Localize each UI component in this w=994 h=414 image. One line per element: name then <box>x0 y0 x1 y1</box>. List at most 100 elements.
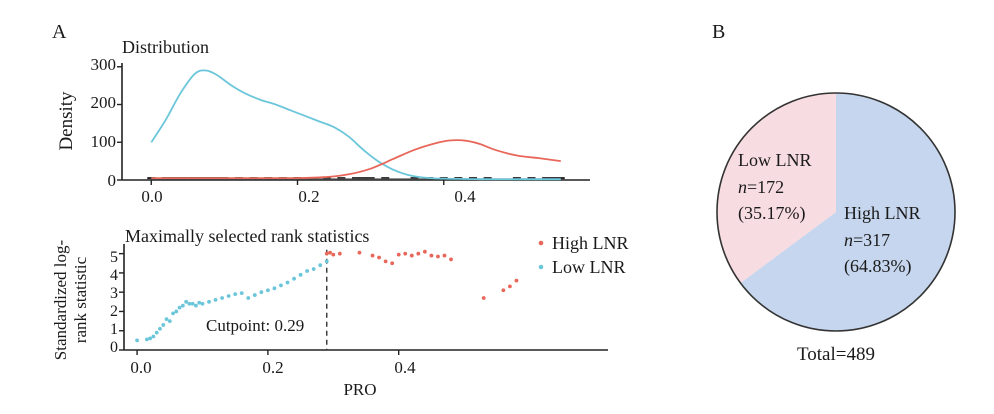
density-x-tick-label: 0.0 <box>141 187 162 206</box>
pie-total-label: Total=489 <box>797 344 875 365</box>
density-y-tick-label: 200 <box>91 93 117 112</box>
high-lnr-point <box>507 284 512 289</box>
density-ylabel: Density <box>56 91 77 151</box>
high-lnr-point <box>403 251 408 256</box>
low-lnr-point <box>207 299 211 304</box>
low-lnr-point <box>148 336 153 341</box>
low-lnr-point <box>311 267 316 271</box>
low-lnr-point <box>151 334 156 339</box>
low-lnr-point <box>246 296 251 300</box>
high-lnr-point <box>390 261 395 266</box>
high-lnr-point <box>416 251 421 256</box>
pie-chart <box>716 92 956 332</box>
low-lnr-point <box>190 301 195 306</box>
density-title: Distribution <box>122 37 209 57</box>
low-lnr-point <box>292 276 296 281</box>
high-lnr-point <box>337 251 342 256</box>
legend-swatch-low <box>538 264 544 270</box>
density-curve-high <box>151 139 561 180</box>
high-lnr-point <box>377 255 381 260</box>
pie-slice-high <box>740 93 956 331</box>
rank-stat-ylabel-line2: rank statistic <box>71 256 90 343</box>
high-lnr-point <box>409 253 414 258</box>
rank-stat-y-tick-label: 5 <box>110 249 118 266</box>
high-lnr-point <box>481 296 486 300</box>
pie-count-high-value: =317 <box>853 230 890 250</box>
rank-stat-panel: Maximally selected rank statistics Stand… <box>51 226 629 399</box>
low-lnr-point <box>180 303 185 308</box>
rank-stat-y-ticks: 0 1 2 3 4 5 <box>110 249 118 356</box>
low-lnr-point <box>171 311 175 316</box>
low-lnr-point <box>239 291 244 296</box>
rank-stat-x-ticks: 0.0 0.2 0.4 <box>130 358 416 377</box>
low-lnr-point <box>187 301 192 306</box>
rank-stat-x-tick-label: 0.2 <box>262 358 283 377</box>
legend-label-high: High LNR <box>552 233 629 253</box>
low-lnr-point <box>298 272 303 277</box>
low-lnr-point <box>177 305 182 310</box>
pie-slice-low <box>717 93 836 283</box>
high-lnr-point <box>324 251 329 256</box>
low-lnr-point <box>265 288 270 293</box>
high-lnr-point <box>383 259 388 264</box>
pie-percent-high: (64.83%) <box>844 256 911 277</box>
high-lnr-point <box>436 254 440 259</box>
low-lnr-point <box>200 301 205 306</box>
low-lnr-point <box>259 290 264 295</box>
rank-stat-x-tick-label: 0.4 <box>394 358 416 377</box>
low-lnr-point <box>184 299 189 304</box>
density-x-tick-label: 0.2 <box>298 187 319 206</box>
low-lnr-point <box>158 326 162 331</box>
high-lnr-point <box>370 253 375 258</box>
panel-label-a: A <box>52 21 67 43</box>
low-lnr-point <box>197 300 202 305</box>
density-x-tick-label: 0.4 <box>454 187 476 206</box>
density-y-tick-label: 0 <box>108 171 117 190</box>
rank-stat-y-tick-label: 2 <box>110 303 118 320</box>
low-lnr-point <box>305 269 310 273</box>
density-x-ticks: 0.0 0.2 0.4 <box>141 187 476 206</box>
low-lnr-point <box>272 286 277 291</box>
low-lnr-point <box>161 323 166 327</box>
pie-panel: Low LNR n=172 (35.17%) High LNR n =317 (6… <box>716 92 956 365</box>
high-lnr-point <box>422 249 427 254</box>
low-lnr-point <box>233 292 238 297</box>
legend: High LNR Low LNR <box>538 233 629 277</box>
high-lnr-point <box>396 252 401 257</box>
low-lnr-point <box>226 294 231 298</box>
low-lnr-point <box>154 330 159 335</box>
low-lnr-point <box>324 259 329 264</box>
density-panel: Distribution Density 0 100 200 300 0.0 0… <box>56 37 590 206</box>
low-lnr-point <box>318 263 323 268</box>
panel-label-b: B <box>712 21 725 43</box>
high-lnr-point <box>429 253 434 258</box>
high-lnr-point <box>514 278 519 283</box>
high-lnr-point <box>449 257 453 262</box>
legend-swatch-high <box>538 240 544 246</box>
rank-stat-x-tick-label: 0.0 <box>130 358 151 377</box>
high-lnr-point <box>328 250 332 255</box>
pie-count-low-prefix: n <box>738 177 747 197</box>
rank-stat-ylabel-line1: Standardized log- <box>51 239 70 360</box>
legend-label-low: Low LNR <box>552 257 626 277</box>
rank-stat-y-tick-label: 3 <box>110 285 118 302</box>
pie-label-high: High LNR <box>844 203 921 223</box>
low-lnr-point <box>279 283 283 288</box>
rank-stat-y-tick-label: 4 <box>110 267 118 284</box>
low-lnr-point <box>167 319 172 323</box>
high-lnr-point <box>357 250 362 255</box>
density-y-tick-label: 100 <box>91 132 117 151</box>
rank-stat-plot-area <box>119 249 519 355</box>
density-plot-area <box>117 66 565 185</box>
pie-percent-low: (35.17%) <box>738 203 805 224</box>
rank-stat-title: Maximally selected rank statistics <box>125 226 369 246</box>
rank-stat-xlabel: PRO <box>343 380 376 399</box>
pie-label-low: Low LNR <box>738 150 812 170</box>
low-lnr-point <box>285 280 290 285</box>
low-lnr-point <box>220 296 225 300</box>
low-lnr-point <box>194 303 198 308</box>
low-lnr-point <box>213 297 218 302</box>
pie-count-low: n=172 <box>738 177 784 197</box>
rank-stat-y-tick-label: 0 <box>110 339 118 356</box>
